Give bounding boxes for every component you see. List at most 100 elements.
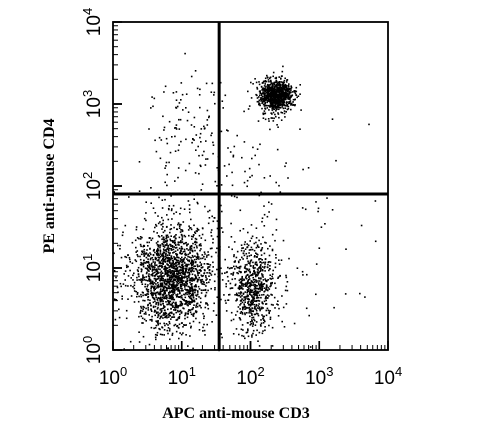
event-dot <box>168 270 171 273</box>
event-dot <box>251 284 253 286</box>
event-dot <box>251 248 254 251</box>
event-dot <box>251 299 254 301</box>
event-dot <box>272 304 274 306</box>
event-dot <box>258 163 260 166</box>
event-dot <box>143 255 145 257</box>
event-dot <box>181 265 184 267</box>
event-dot <box>203 315 205 317</box>
event-dot <box>267 95 270 98</box>
event-dot <box>230 236 233 238</box>
event-dot <box>149 283 151 285</box>
event-dot <box>264 263 266 265</box>
event-dot <box>161 228 163 230</box>
event-dot <box>166 243 168 245</box>
event-dot <box>260 93 263 95</box>
event-dot <box>174 304 177 306</box>
event-dot <box>197 202 199 205</box>
event-dot <box>251 319 253 321</box>
event-dot <box>197 272 199 275</box>
event-dot <box>193 265 195 267</box>
event-dot <box>169 338 171 341</box>
event-dot <box>194 70 197 72</box>
event-dot <box>237 306 240 308</box>
event-dot <box>258 345 261 347</box>
event-dot <box>196 257 199 260</box>
event-dot <box>169 239 172 242</box>
event-dot <box>259 258 262 260</box>
event-dot <box>269 128 271 131</box>
event-dot <box>163 279 165 281</box>
event-dot <box>166 273 169 275</box>
event-dot <box>196 253 199 256</box>
event-dot <box>256 148 259 150</box>
event-dot <box>134 239 137 242</box>
event-dot <box>263 319 265 322</box>
event-dot <box>285 276 288 279</box>
event-dot <box>196 293 199 295</box>
event-dot <box>162 314 164 316</box>
event-dot <box>241 277 243 279</box>
event-dot <box>129 340 132 343</box>
event-dot <box>191 283 193 285</box>
event-dot <box>295 86 298 89</box>
event-dot <box>259 92 261 94</box>
event-dot <box>141 291 144 294</box>
event-dot <box>239 312 242 314</box>
event-dot <box>200 257 202 260</box>
event-dot <box>171 136 173 138</box>
event-dot <box>147 307 149 309</box>
event-dot <box>179 279 181 281</box>
event-dot <box>271 84 274 86</box>
event-dot <box>266 74 268 77</box>
event-dot <box>156 285 158 287</box>
event-dot <box>207 254 210 256</box>
event-dot <box>295 94 298 96</box>
event-dot <box>195 230 198 232</box>
event-dot <box>200 263 203 265</box>
event-dot <box>171 284 173 286</box>
event-dot <box>177 273 179 276</box>
event-dot <box>165 284 168 286</box>
event-dot <box>263 94 266 97</box>
event-dot <box>299 93 301 95</box>
event-dot <box>131 241 134 244</box>
event-dot <box>248 312 250 314</box>
event-dot <box>157 240 159 243</box>
event-dot <box>156 308 159 310</box>
event-dot <box>207 289 209 292</box>
event-dot <box>156 252 159 254</box>
event-dot <box>255 334 257 336</box>
event-dot <box>173 263 175 265</box>
event-dot <box>179 287 182 289</box>
event-dot <box>202 227 204 230</box>
event-dot <box>149 265 151 267</box>
event-dot <box>170 287 172 289</box>
event-dot <box>241 311 244 314</box>
event-dot <box>233 241 236 243</box>
event-dot <box>166 260 169 263</box>
event-dot <box>291 94 294 96</box>
event-dot <box>259 287 262 290</box>
event-dot <box>150 326 153 329</box>
event-dot <box>212 266 214 268</box>
event-dot <box>153 97 156 100</box>
event-dot <box>249 290 251 292</box>
event-dot <box>142 264 145 266</box>
event-dot <box>247 335 250 338</box>
event-dot <box>189 309 192 311</box>
event-dot <box>270 284 272 287</box>
event-dot <box>181 230 184 232</box>
event-dot <box>190 290 192 292</box>
event-dot <box>163 129 165 131</box>
event-dot <box>277 103 280 105</box>
event-dot <box>178 277 181 280</box>
event-dot <box>228 267 231 270</box>
event-dot <box>191 285 193 288</box>
event-dot <box>173 309 175 311</box>
event-dot <box>161 283 164 286</box>
event-dot <box>201 257 204 260</box>
event-dot <box>281 92 284 95</box>
event-dot <box>191 294 193 297</box>
event-dot <box>244 285 247 287</box>
event-dot <box>246 294 249 296</box>
